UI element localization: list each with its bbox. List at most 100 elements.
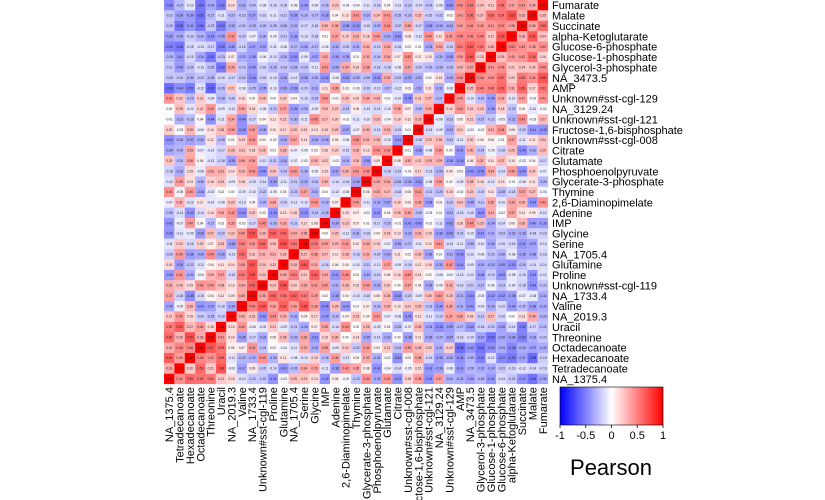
x-tick-label: Valine <box>237 387 249 417</box>
x-tick-label: Serine <box>299 387 311 419</box>
y-tick-label: NA_3473.5 <box>552 73 607 85</box>
heatmap-cell <box>236 217 248 229</box>
heatmap-cell-value: -0.12 <box>166 180 173 184</box>
heatmap-cell-value: 0.11 <box>395 252 401 256</box>
heatmap-cell-value: -0.08 <box>425 149 432 153</box>
heatmap-cell <box>537 51 549 63</box>
heatmap-cell-value: -0.11 <box>363 201 370 205</box>
heatmap-cell-value: -0.24 <box>342 107 349 111</box>
heatmap-cell-value: -0.33 <box>498 346 505 350</box>
heatmap-cell-value: -0.13 <box>373 86 380 90</box>
heatmap-cell <box>465 145 476 156</box>
heatmap-cell-value: -0.24 <box>259 346 266 350</box>
heatmap-cell <box>247 51 258 63</box>
heatmap-cell <box>381 0 393 11</box>
heatmap-cell <box>247 10 258 21</box>
heatmap-cell <box>298 249 310 260</box>
heatmap-cell <box>454 373 466 385</box>
heatmap-cell-value: 0.03 <box>405 356 411 360</box>
heatmap-cell-value: -0.33 <box>238 3 245 7</box>
heatmap-cell-value: 0.35 <box>332 24 338 28</box>
heatmap-cell-value: -0.16 <box>363 294 370 298</box>
heatmap-cell <box>236 311 248 322</box>
heatmap-cell-value: -0.08 <box>217 201 224 205</box>
heatmap-cell <box>226 62 237 73</box>
heatmap-cell <box>516 290 528 302</box>
heatmap-cell-value: -0.22 <box>487 117 494 121</box>
heatmap-cell <box>164 207 175 219</box>
heatmap-cell <box>164 114 175 125</box>
heatmap-cell <box>205 197 216 208</box>
heatmap-cell <box>465 311 476 322</box>
heatmap-cell <box>516 311 528 322</box>
heatmap-cell-value: -0.44 <box>467 294 474 298</box>
heatmap-cell <box>444 311 455 322</box>
heatmap-cell-value: -0.31 <box>311 86 318 90</box>
heatmap-cell-value: -0.44 <box>176 86 183 90</box>
heatmap-cell-value: 0.16 <box>353 97 359 101</box>
heatmap-cell-value: 0.08 <box>384 273 390 277</box>
heatmap-cell-value: -0.08 <box>259 107 266 111</box>
heatmap-cell-value: 0.26 <box>363 325 369 329</box>
heatmap-cell <box>371 332 383 343</box>
heatmap-cell <box>475 301 486 312</box>
heatmap-cell <box>537 249 549 260</box>
heatmap-cell <box>205 301 216 312</box>
heatmap-cell <box>392 269 403 281</box>
heatmap-cell-value: 0.17 <box>415 169 421 173</box>
heatmap-cell <box>236 124 248 135</box>
heatmap-cell <box>195 207 206 219</box>
heatmap-cell <box>506 155 517 167</box>
heatmap-cell-value: 0.05 <box>343 263 349 267</box>
heatmap-cell-value: -0.29 <box>290 335 297 339</box>
heatmap-cell <box>226 134 237 146</box>
heatmap-cell-value: -0.33 <box>363 273 370 277</box>
heatmap-cell-value: -0.08 <box>394 66 401 70</box>
heatmap-cell <box>537 269 549 281</box>
heatmap-cell-value: -0.09 <box>228 180 235 184</box>
heatmap-cell <box>413 207 424 219</box>
heatmap-cell-value: -0.11 <box>436 221 443 225</box>
heatmap-cell-value: -0.44 <box>207 117 214 121</box>
heatmap-cell <box>288 342 299 353</box>
heatmap-cell-value: -0.37 <box>332 169 339 173</box>
heatmap-cell-value: -0.35 <box>404 180 411 184</box>
heatmap-cell-value: -0.12 <box>487 356 494 360</box>
heatmap-cell <box>444 10 455 21</box>
heatmap-cell-value: -0.01 <box>332 97 339 101</box>
heatmap-cell <box>392 332 403 343</box>
heatmap-cell <box>319 176 331 187</box>
y-tick-label: Citrate <box>552 146 584 158</box>
heatmap-cell <box>184 249 196 260</box>
heatmap-cell-value: -0.02 <box>238 221 245 225</box>
heatmap-cell-value: 0.27 <box>322 252 328 256</box>
heatmap-cell <box>506 176 517 187</box>
heatmap-cell <box>164 83 175 94</box>
heatmap-cell-value: -0.07 <box>404 325 411 329</box>
heatmap-cell-value: -0.42 <box>321 377 328 381</box>
heatmap-cell-value: 0.27 <box>529 190 535 194</box>
heatmap-cell <box>236 114 248 125</box>
heatmap-cell <box>340 342 351 353</box>
heatmap-cell <box>537 352 549 364</box>
heatmap-cell <box>205 186 216 198</box>
heatmap-cell-value: -0.22 <box>197 76 204 80</box>
heatmap-cell-value: 0.32 <box>322 55 328 59</box>
heatmap-cell-value: -0.27 <box>456 325 463 329</box>
heatmap-cell-value: -0.32 <box>290 315 297 319</box>
heatmap-cell <box>475 249 486 260</box>
heatmap-cell-value: -0.24 <box>238 76 245 80</box>
heatmap-cell <box>485 72 497 84</box>
heatmap-cell-value: -0.13 <box>456 273 463 277</box>
heatmap-cell <box>402 41 414 52</box>
heatmap-cell <box>340 0 351 11</box>
heatmap-cell-value: -0.27 <box>311 14 318 18</box>
heatmap-cell <box>527 280 538 291</box>
heatmap-cell-value: -0.12 <box>467 273 474 277</box>
heatmap-cell <box>496 62 507 73</box>
heatmap-cell-value: 1.00 <box>187 356 193 360</box>
heatmap-cell <box>361 352 372 364</box>
heatmap-cell-value: -0.44 <box>394 356 401 360</box>
heatmap-cell <box>226 342 237 353</box>
heatmap-cell <box>330 259 341 270</box>
